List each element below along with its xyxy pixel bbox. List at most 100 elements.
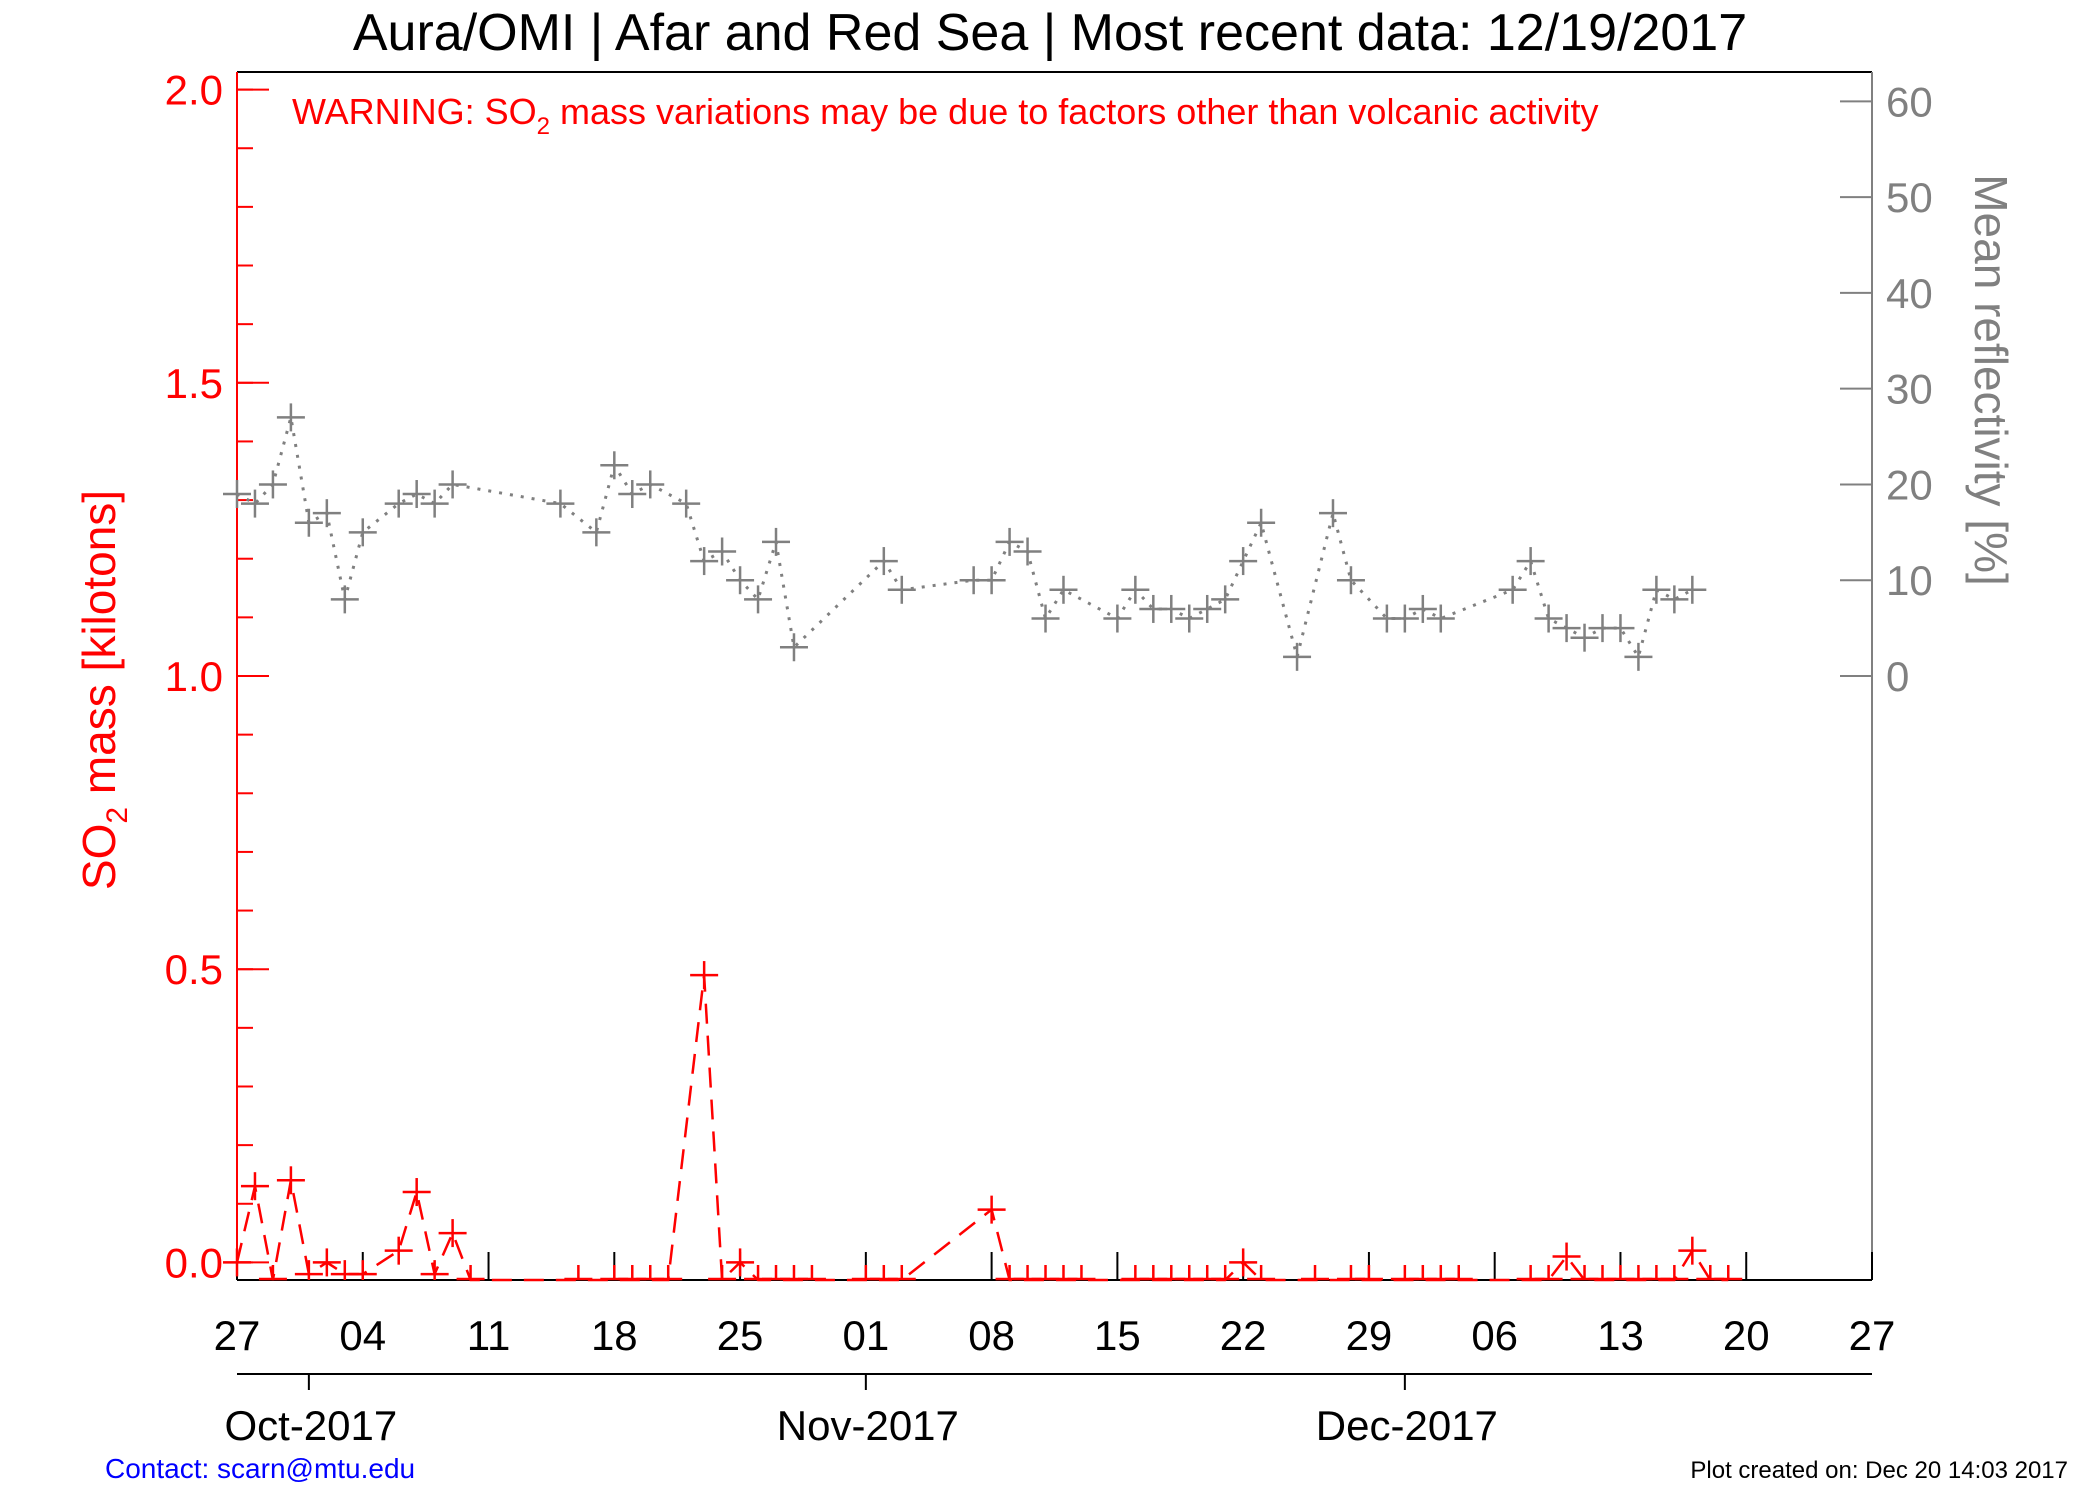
x-tick-label: 29 <box>1346 1312 1393 1359</box>
reflectivity-point <box>1121 575 1150 604</box>
reflectivity-point <box>1570 623 1599 652</box>
reflectivity-point <box>1193 594 1222 623</box>
right-axis-label: Mean reflectivity [%] <box>1965 174 2017 586</box>
reflectivity-point <box>672 489 701 518</box>
reflectivity-point <box>977 566 1006 595</box>
reflectivity-point <box>1175 604 1204 633</box>
reflectivity-point <box>402 480 431 509</box>
reflectivity-point <box>869 547 898 576</box>
so2-mass-point <box>1354 1265 1383 1281</box>
reflectivity-point <box>1103 604 1132 633</box>
so2-mass-point <box>726 1248 755 1277</box>
so2-mass-point <box>1211 1265 1240 1281</box>
reflectivity-point <box>348 518 377 547</box>
so2-mass-point <box>1714 1265 1743 1281</box>
so2-mass-point <box>977 1195 1006 1224</box>
x-tick-label: 25 <box>717 1312 764 1359</box>
so2-mass-point <box>438 1219 467 1248</box>
reflectivity-point <box>420 489 449 518</box>
so2-mass-point <box>564 1265 593 1281</box>
chart-title: Aura/OMI | Afar and Red Sea | Most recen… <box>353 4 1747 62</box>
right-axis-label-text: Mean reflectivity [%] <box>1965 174 2017 586</box>
warning-text: WARNING: SO2 mass variations may be due … <box>292 91 1599 140</box>
reflectivity-point <box>312 499 341 528</box>
warning-suffix: mass variations may be due to factors ot… <box>550 91 1598 132</box>
month-label: Nov-2017 <box>777 1402 959 1449</box>
left-tick-label: 0.5 <box>165 946 223 993</box>
reflectivity-point <box>223 480 251 509</box>
so2-mass-point <box>348 1260 377 1280</box>
reflectivity-point <box>1426 604 1455 633</box>
so2-mass-point <box>1301 1265 1330 1281</box>
reflectivity-point <box>1408 594 1437 623</box>
reflectivity-point <box>744 585 773 614</box>
reflectivity-point <box>1049 575 1078 604</box>
reflectivity-point <box>330 585 359 614</box>
x-tick-label: 22 <box>1220 1312 1267 1359</box>
left-tick-label: 1.5 <box>165 360 223 407</box>
reflectivity-point <box>1318 499 1347 528</box>
x-tick-label: 27 <box>214 1312 261 1359</box>
reflectivity-point <box>276 403 305 432</box>
so2-mass-point <box>258 1265 287 1281</box>
so2-mass-point <box>223 1248 251 1277</box>
so2-mass-point <box>312 1248 341 1277</box>
axes-layer: 0.0 0.5 1.0 1.5 2.0 0 10 20 30 40 50 60 27 04 11 18 25 01… <box>165 67 1933 1449</box>
left-axis-label-main: SO <box>73 824 125 890</box>
reflectivity-point <box>1516 547 1545 576</box>
so2-mass-point <box>276 1166 305 1195</box>
so2-mass-point <box>456 1265 485 1281</box>
month-label: Oct-2017 <box>224 1402 397 1449</box>
reflectivity-point <box>1157 594 1186 623</box>
reflectivity-point <box>1606 614 1635 643</box>
so2-mass-point <box>1247 1265 1276 1281</box>
reflectivity-point <box>887 575 916 604</box>
reflectivity-point <box>582 518 611 547</box>
reflectivity-point <box>995 527 1024 556</box>
so2-mass-point <box>1552 1242 1581 1271</box>
x-tick-label: 18 <box>591 1312 638 1359</box>
reflectivity-line <box>236 417 1694 663</box>
right-tick-label: 10 <box>1886 557 1933 604</box>
svg-text:SO2 mass [kilotons]: SO2 mass [kilotons] <box>73 490 134 890</box>
x-tick-label: 11 <box>467 1312 511 1359</box>
so2-mass-point <box>402 1178 431 1207</box>
so2-mass-point <box>384 1236 413 1265</box>
x-tick-label: 15 <box>1094 1312 1141 1359</box>
x-tick-label: 13 <box>1597 1312 1644 1359</box>
reflectivity-point <box>690 547 719 576</box>
plot-created-text: Plot created on: Dec 20 14:03 2017 <box>1690 1457 2068 1484</box>
reflectivity-point <box>1390 604 1419 633</box>
reflectivity-point <box>546 489 575 518</box>
so2-mass-point <box>690 961 719 990</box>
reflectivity-point <box>1642 575 1671 604</box>
reflectivity-point <box>1336 566 1365 595</box>
left-axis-label-tail: mass [kilotons] <box>73 490 125 807</box>
left-axis-label-subscript: 2 <box>101 807 134 824</box>
reflectivity-point <box>1552 614 1581 643</box>
reflectivity-point <box>294 508 323 537</box>
reflectivity-point <box>708 537 737 566</box>
x-tick-label: 08 <box>968 1312 1015 1359</box>
reflectivity-point <box>1013 537 1042 566</box>
right-tick-label: 60 <box>1886 78 1933 125</box>
x-tick-label: 20 <box>1723 1312 1770 1359</box>
x-tick-label: 04 <box>339 1312 386 1359</box>
so2-mass-point <box>294 1260 323 1280</box>
x-tick-label: 27 <box>1849 1312 1896 1359</box>
so2-mass-point <box>797 1265 826 1281</box>
left-tick-label: 1.0 <box>165 653 223 700</box>
reflectivity-point <box>636 470 665 499</box>
reflectivity-point <box>1031 604 1060 633</box>
reflectivity-point <box>384 489 413 518</box>
warning-prefix: WARNING: SO <box>292 91 537 132</box>
right-tick-label: 0 <box>1886 653 1909 700</box>
so2-mass-point <box>1678 1236 1707 1265</box>
month-label: Dec-2017 <box>1316 1402 1498 1449</box>
so2-mass-point <box>1660 1265 1689 1281</box>
reflectivity-point <box>1498 575 1527 604</box>
reflectivity-point <box>779 633 808 662</box>
so2-mass-point <box>1534 1265 1563 1281</box>
reflectivity-point <box>258 470 287 499</box>
